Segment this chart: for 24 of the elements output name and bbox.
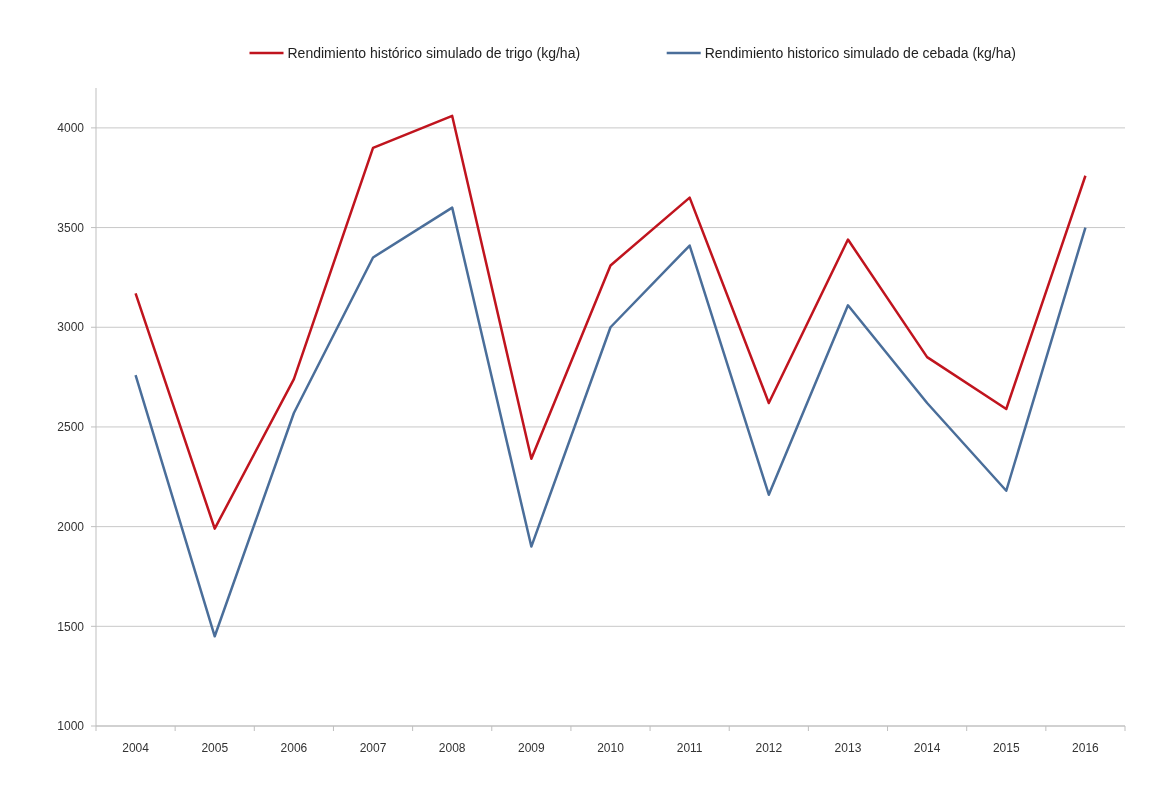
x-tick-label: 2011 bbox=[676, 741, 703, 755]
y-tick-label: 1500 bbox=[57, 619, 85, 634]
x-tick-label: 2005 bbox=[201, 741, 229, 755]
x-tick-label: 2010 bbox=[597, 741, 625, 755]
y-tick-label: 2000 bbox=[57, 519, 85, 534]
x-tick-label: 2015 bbox=[992, 741, 1020, 755]
legend-label: Rendimiento historico simulado de cebada (kg/ha) bbox=[704, 44, 1016, 61]
y-tick-label: 3500 bbox=[57, 220, 85, 235]
x-tick-label: 2016 bbox=[1072, 741, 1100, 755]
x-tick-label: 2009 bbox=[517, 741, 546, 755]
x-tick-label: 2008 bbox=[438, 741, 466, 755]
x-tick-label: 2013 bbox=[834, 741, 862, 755]
line-series bbox=[134, 114, 1087, 530]
line-series bbox=[134, 206, 1087, 638]
x-tick-label: 2012 bbox=[755, 741, 783, 755]
x-tick-label: 2004 bbox=[122, 741, 150, 755]
y-tick-label: 3000 bbox=[57, 320, 85, 335]
x-tick-label: 2006 bbox=[280, 741, 308, 755]
y-tick-label: 1000 bbox=[57, 719, 85, 734]
x-tick-label: 2014 bbox=[913, 741, 941, 755]
y-tick-label: 2500 bbox=[57, 420, 85, 435]
y-tick-label: 4000 bbox=[57, 121, 85, 136]
legend-label: Rendimiento histórico simulado de trigo (kg/ha) bbox=[287, 44, 581, 61]
x-tick-label: 2007 bbox=[359, 741, 387, 755]
